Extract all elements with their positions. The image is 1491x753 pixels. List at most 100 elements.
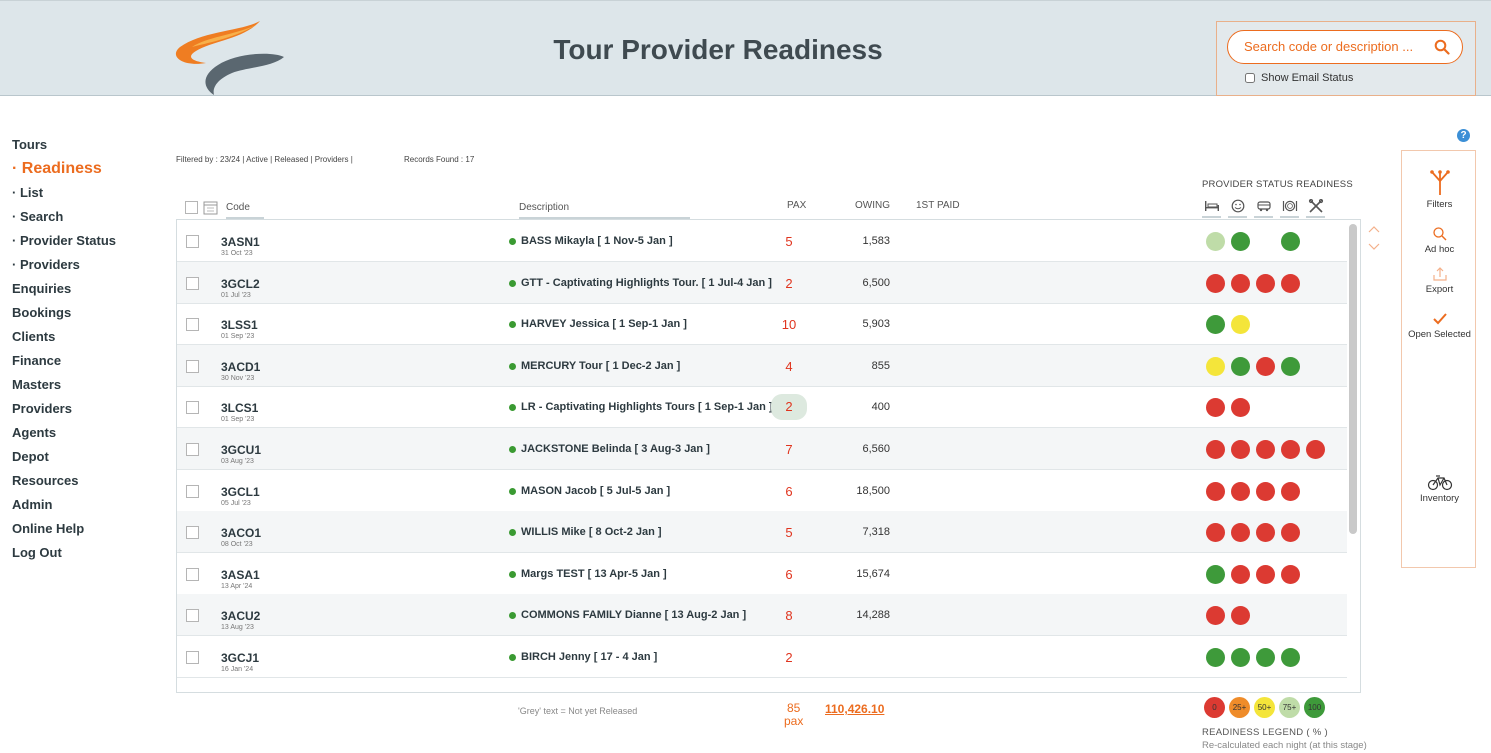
tour-description[interactable]: GTT - Captivating Highlights Tour. [ 1 J…: [521, 276, 772, 289]
status-dot-green[interactable]: [1206, 648, 1225, 667]
tour-code[interactable]: 3ACO1: [221, 526, 262, 541]
nav-item-admin[interactable]: Admin: [12, 497, 53, 512]
column-header-pax[interactable]: PAX: [787, 200, 807, 211]
row-checkbox[interactable]: [186, 443, 199, 456]
tour-code[interactable]: 3ACU2: [221, 609, 261, 624]
total-owing-link[interactable]: 110,426.10: [825, 702, 885, 716]
nav-item-clients[interactable]: Clients: [12, 329, 56, 344]
status-dot-green[interactable]: [1231, 356, 1250, 376]
dining-icon[interactable]: [1280, 199, 1299, 218]
status-dot-lightgreen[interactable]: [1206, 232, 1225, 251]
status-dot-red[interactable]: [1256, 523, 1275, 543]
status-dot-green[interactable]: [1281, 232, 1300, 251]
show-email-status-checkbox[interactable]: [1245, 73, 1255, 83]
tour-description[interactable]: JACKSTONE Belinda [ 3 Aug-3 Jan ]: [521, 443, 710, 455]
table-row[interactable]: 3LSS1 01 Sep '23 HARVEY Jessica [ 1 Sep-1 …: [177, 303, 1347, 346]
row-checkbox[interactable]: [186, 484, 199, 498]
status-dot-green[interactable]: [1231, 648, 1250, 667]
nav-item-tours[interactable]: Tours: [12, 137, 48, 152]
table-row[interactable]: 3ASN1 31 Oct '23 BASS Mikayla [ 1 Nov-5 Ja…: [177, 220, 1347, 262]
row-checkbox[interactable]: [186, 401, 199, 415]
nav-item-log-out[interactable]: Log Out: [12, 545, 62, 560]
tour-code[interactable]: 3GCJ1: [221, 651, 260, 665]
status-dot-red[interactable]: [1231, 564, 1250, 584]
tour-description[interactable]: MERCURY Tour [ 1 Dec-2 Jan ]: [521, 359, 681, 372]
status-dot-red[interactable]: [1281, 273, 1300, 293]
status-dot-red[interactable]: [1281, 564, 1300, 584]
row-checkbox[interactable]: [186, 318, 199, 332]
status-dot-red[interactable]: [1281, 523, 1300, 543]
tour-code[interactable]: 3GCU1: [221, 443, 262, 457]
nav-item-providers[interactable]: Providers: [12, 401, 72, 416]
table-row[interactable]: 3ACO1 08 Oct '23 WILLIS Mike [ 8 Oct-2 Jan…: [177, 511, 1347, 554]
row-checkbox[interactable]: [186, 235, 199, 248]
status-dot-red[interactable]: [1281, 481, 1300, 501]
status-dot-red[interactable]: [1231, 481, 1250, 501]
select-all-checkbox[interactable]: [185, 201, 198, 214]
search-icon[interactable]: [1434, 39, 1450, 55]
tour-description[interactable]: WILLIS Mike [ 8 Oct-2 Jan ]: [521, 526, 662, 539]
row-checkbox[interactable]: [186, 567, 199, 581]
calendar-icon[interactable]: [203, 200, 218, 215]
table-row[interactable]: 3GCL1 05 Jul '23 MASON Jacob [ 5 Jul-5 Jan…: [177, 470, 1347, 512]
tour-code[interactable]: 3ASN1: [221, 235, 260, 249]
tour-description[interactable]: BIRCH Jenny [ 17 - 4 Jan ]: [521, 651, 658, 663]
table-row[interactable]: 3GCL2 01 Jul '23 GTT - Captivating Highlig…: [177, 261, 1347, 304]
status-dot-red[interactable]: [1231, 606, 1250, 626]
search-input[interactable]: [1244, 39, 1424, 54]
status-dot-red[interactable]: [1231, 273, 1250, 293]
row-checkbox[interactable]: [186, 526, 199, 540]
nav-item-finance[interactable]: Finance: [12, 353, 62, 368]
show-email-status-row[interactable]: Show Email Status: [1245, 72, 1353, 84]
status-dot-green[interactable]: [1206, 564, 1225, 584]
bus-icon[interactable]: [1254, 199, 1273, 218]
tour-code[interactable]: 3LSS1: [221, 318, 258, 333]
nav-item-online-help[interactable]: Online Help: [12, 521, 85, 536]
row-checkbox[interactable]: [186, 651, 199, 664]
status-dot-red[interactable]: [1206, 523, 1225, 543]
column-header-first-paid[interactable]: 1ST PAID: [916, 200, 960, 211]
inventory-button[interactable]: Inventory: [1402, 473, 1477, 504]
status-dot-red[interactable]: [1256, 273, 1275, 293]
nav-item-list[interactable]: · List: [12, 185, 44, 200]
status-dot-green[interactable]: [1256, 648, 1275, 667]
filters-button[interactable]: Filters: [1402, 169, 1477, 210]
tour-code[interactable]: 3ASA1: [221, 567, 260, 582]
table-row[interactable]: 3ASA1 13 Apr '24 Margs TEST [ 13 Apr-5 Jan…: [177, 553, 1347, 595]
tour-description[interactable]: Margs TEST [ 13 Apr-5 Jan ]: [521, 567, 667, 580]
nav-item-search[interactable]: · Search: [12, 209, 64, 224]
status-dot-red[interactable]: [1206, 398, 1225, 418]
status-dot-red[interactable]: [1231, 398, 1250, 418]
table-row[interactable]: 3LCS1 01 Sep '23 LR - Captivating Highligh…: [177, 386, 1347, 429]
bed-icon[interactable]: [1202, 199, 1221, 218]
status-dot-red[interactable]: [1206, 606, 1225, 626]
tour-description[interactable]: COMMONS FAMILY Dianne [ 13 Aug-2 Jan ]: [521, 609, 747, 622]
table-row[interactable]: 3ACU2 13 Aug '23 COMMONS FAMILY Dianne [ 1…: [177, 594, 1347, 637]
status-dot-red[interactable]: [1256, 564, 1275, 584]
tour-description[interactable]: HARVEY Jessica [ 1 Sep-1 Jan ]: [521, 318, 687, 331]
status-dot-red[interactable]: [1231, 440, 1250, 459]
column-header-owing[interactable]: OWING: [855, 200, 890, 211]
tour-description[interactable]: BASS Mikayla [ 1 Nov-5 Jan ]: [521, 235, 673, 247]
status-dot-green[interactable]: [1281, 648, 1300, 667]
status-dot-red[interactable]: [1256, 356, 1275, 376]
status-dot-red[interactable]: [1206, 481, 1225, 501]
table-scrollbar[interactable]: [1349, 224, 1357, 534]
tour-code[interactable]: 3GCL2: [221, 276, 260, 291]
status-dot-yellow[interactable]: [1206, 356, 1225, 376]
tour-code[interactable]: 3ACD1: [221, 359, 261, 374]
nav-item-depot[interactable]: Depot: [12, 449, 49, 464]
column-header-description[interactable]: Description: [519, 202, 690, 219]
status-dot-green[interactable]: [1206, 315, 1225, 335]
nav-item-bookings[interactable]: Bookings: [12, 305, 72, 320]
tour-description[interactable]: MASON Jacob [ 5 Jul-5 Jan ]: [521, 484, 671, 497]
status-dot-red[interactable]: [1256, 440, 1275, 459]
tour-code[interactable]: 3LCS1: [221, 401, 259, 416]
status-dot-red[interactable]: [1306, 440, 1325, 459]
export-button[interactable]: Export: [1402, 266, 1477, 295]
status-dot-yellow[interactable]: [1231, 315, 1250, 335]
sort-arrows-icon[interactable]: [1366, 222, 1382, 256]
smiley-icon[interactable]: [1228, 199, 1247, 218]
nav-item-resources[interactable]: Resources: [12, 473, 79, 488]
nav-item-provider-status[interactable]: · Provider Status: [12, 233, 117, 248]
